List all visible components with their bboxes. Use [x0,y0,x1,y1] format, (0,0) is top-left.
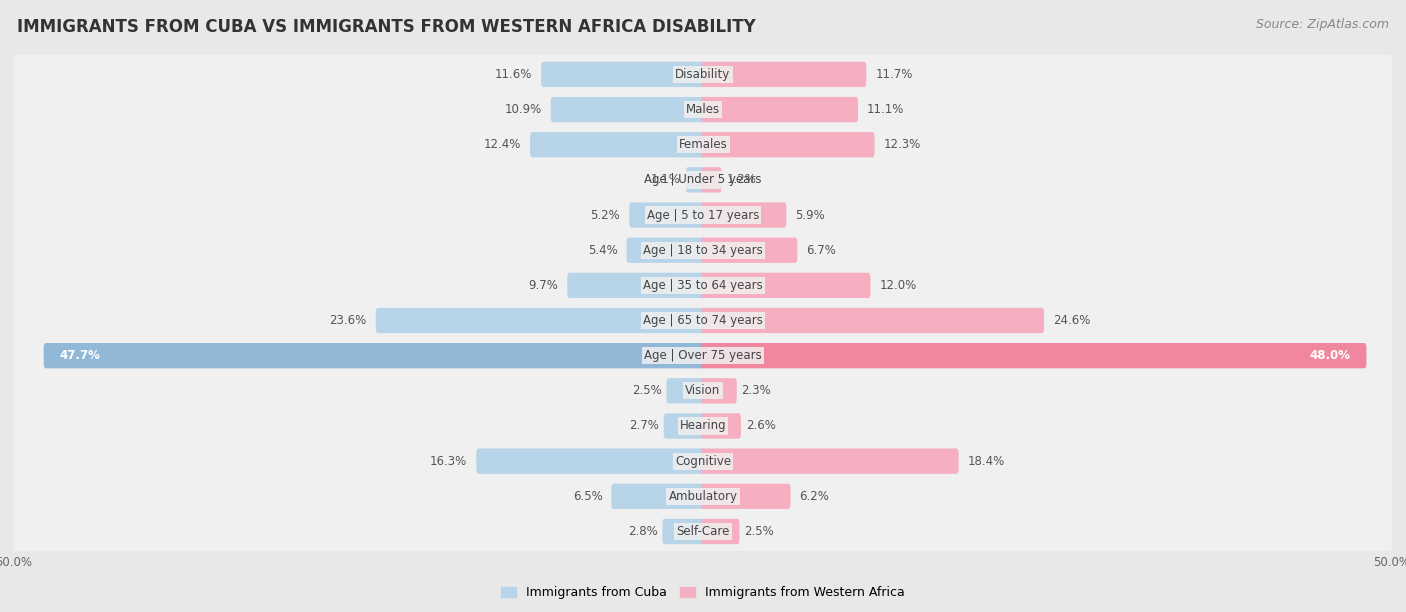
FancyBboxPatch shape [14,48,1392,101]
FancyBboxPatch shape [14,153,1392,207]
FancyBboxPatch shape [702,273,870,298]
Text: Hearing: Hearing [679,419,727,433]
FancyBboxPatch shape [702,97,858,122]
Text: 5.9%: 5.9% [796,209,825,222]
FancyBboxPatch shape [14,364,1392,417]
FancyBboxPatch shape [530,132,704,157]
Text: 6.7%: 6.7% [807,244,837,256]
Text: 2.5%: 2.5% [631,384,662,397]
Text: 16.3%: 16.3% [430,455,467,468]
FancyBboxPatch shape [44,343,704,368]
Text: Males: Males [686,103,720,116]
Text: Self-Care: Self-Care [676,525,730,538]
Text: 23.6%: 23.6% [329,314,367,327]
Text: 6.2%: 6.2% [800,490,830,503]
Text: 47.7%: 47.7% [59,349,100,362]
Text: 11.6%: 11.6% [495,68,531,81]
FancyBboxPatch shape [702,308,1045,333]
Text: 48.0%: 48.0% [1309,349,1351,362]
Text: 6.5%: 6.5% [572,490,602,503]
Text: Age | Under 5 years: Age | Under 5 years [644,173,762,187]
FancyBboxPatch shape [14,83,1392,136]
FancyBboxPatch shape [14,399,1392,453]
Text: Source: ZipAtlas.com: Source: ZipAtlas.com [1256,18,1389,31]
FancyBboxPatch shape [14,223,1392,277]
Text: 12.0%: 12.0% [879,279,917,292]
Text: 9.7%: 9.7% [529,279,558,292]
Text: 24.6%: 24.6% [1053,314,1091,327]
FancyBboxPatch shape [664,413,704,439]
Text: 10.9%: 10.9% [505,103,541,116]
FancyBboxPatch shape [702,483,790,509]
FancyBboxPatch shape [14,259,1392,312]
FancyBboxPatch shape [702,449,959,474]
FancyBboxPatch shape [14,294,1392,347]
Text: Cognitive: Cognitive [675,455,731,468]
FancyBboxPatch shape [375,308,704,333]
Text: 12.4%: 12.4% [484,138,522,151]
FancyBboxPatch shape [612,483,704,509]
FancyBboxPatch shape [702,203,786,228]
Text: Vision: Vision [685,384,721,397]
Text: 11.7%: 11.7% [875,68,912,81]
Text: Ambulatory: Ambulatory [668,490,738,503]
Text: 1.1%: 1.1% [651,173,681,187]
FancyBboxPatch shape [567,273,704,298]
FancyBboxPatch shape [477,449,704,474]
Text: Age | Over 75 years: Age | Over 75 years [644,349,762,362]
FancyBboxPatch shape [630,203,704,228]
Text: 12.3%: 12.3% [883,138,921,151]
Text: 2.3%: 2.3% [741,384,772,397]
FancyBboxPatch shape [14,118,1392,171]
FancyBboxPatch shape [702,378,737,403]
Text: 2.8%: 2.8% [628,525,658,538]
FancyBboxPatch shape [702,132,875,157]
Text: 11.1%: 11.1% [868,103,904,116]
FancyBboxPatch shape [702,237,797,263]
Text: Females: Females [679,138,727,151]
FancyBboxPatch shape [686,167,704,193]
FancyBboxPatch shape [702,167,721,193]
FancyBboxPatch shape [551,97,704,122]
FancyBboxPatch shape [702,413,741,439]
FancyBboxPatch shape [541,62,704,87]
FancyBboxPatch shape [14,505,1392,558]
Text: 2.5%: 2.5% [744,525,775,538]
Text: Age | 18 to 34 years: Age | 18 to 34 years [643,244,763,256]
Text: Disability: Disability [675,68,731,81]
Text: Age | 5 to 17 years: Age | 5 to 17 years [647,209,759,222]
FancyBboxPatch shape [702,343,1367,368]
FancyBboxPatch shape [702,62,866,87]
FancyBboxPatch shape [702,519,740,544]
FancyBboxPatch shape [14,435,1392,488]
FancyBboxPatch shape [14,188,1392,242]
Text: 1.2%: 1.2% [727,173,756,187]
Text: 18.4%: 18.4% [967,455,1005,468]
FancyBboxPatch shape [627,237,704,263]
FancyBboxPatch shape [14,469,1392,523]
Text: 2.6%: 2.6% [745,419,776,433]
FancyBboxPatch shape [662,519,704,544]
Text: 5.2%: 5.2% [591,209,620,222]
Text: 2.7%: 2.7% [628,419,659,433]
Text: Age | 35 to 64 years: Age | 35 to 64 years [643,279,763,292]
Text: IMMIGRANTS FROM CUBA VS IMMIGRANTS FROM WESTERN AFRICA DISABILITY: IMMIGRANTS FROM CUBA VS IMMIGRANTS FROM … [17,18,755,36]
FancyBboxPatch shape [666,378,704,403]
Text: Age | 65 to 74 years: Age | 65 to 74 years [643,314,763,327]
Legend: Immigrants from Cuba, Immigrants from Western Africa: Immigrants from Cuba, Immigrants from We… [496,581,910,604]
FancyBboxPatch shape [14,329,1392,382]
Text: 5.4%: 5.4% [588,244,617,256]
